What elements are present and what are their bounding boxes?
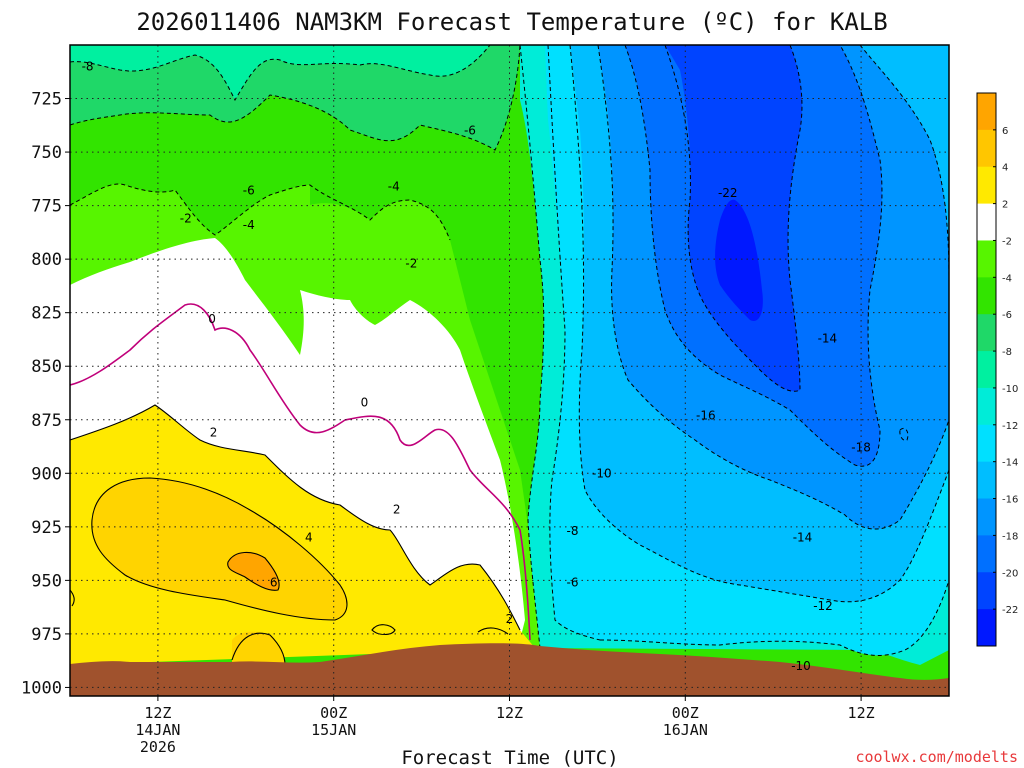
y-tick-label: 800	[31, 250, 62, 270]
colorbar-frame	[976, 92, 997, 647]
band-2-4-patch	[232, 631, 285, 665]
colorbar-label: 6	[1002, 126, 1008, 137]
band-2-4	[91, 478, 347, 620]
colorbar-label: -2	[1002, 236, 1012, 247]
contour-label: -16	[696, 408, 716, 422]
gridlines	[70, 45, 949, 696]
colorbar-swatch	[977, 93, 996, 131]
chart-title: 2026011406 NAM3KM Forecast Temperature (…	[136, 8, 887, 36]
contour-label: 0	[208, 312, 216, 326]
x-tick-label: 12Z	[496, 704, 523, 722]
contour-label: -22	[718, 186, 738, 200]
band-0-2	[70, 405, 535, 665]
y-tick-label: 950	[31, 571, 62, 591]
colorbar-label: -6	[1002, 310, 1012, 321]
credit-text: coolwx.com/modelts	[855, 748, 1018, 766]
colorbar-label: -10	[1002, 384, 1018, 395]
colorbar-label: -12	[1002, 421, 1018, 432]
contour-labels: -8 -6 -6 -4 -2 -4 -2 0 0 2 -22 -14 -16 -18 -10 2 4 -8 -14 6…	[82, 59, 871, 673]
colorbar: 6 4 2 -2 -4 -6 -8 -10 -12 -14 -16 -18 -20 -22	[976, 92, 1018, 647]
x-tick-label: 00Z	[320, 704, 347, 722]
colorbar-label: -14	[1002, 458, 1018, 469]
y-tick-label: 975	[31, 625, 62, 645]
colorbar-swatch	[977, 203, 996, 241]
colorbar-swatch	[977, 314, 996, 352]
contour-label: -12	[813, 599, 833, 613]
dashed-contours	[70, 45, 949, 656]
y-tick-label: 775	[31, 197, 62, 217]
contour-label: -4	[243, 218, 255, 232]
contour-label: 2	[506, 612, 514, 626]
y-tick-label: 850	[31, 357, 62, 377]
band-below-minus22	[715, 199, 763, 321]
x-axis-label: Forecast Time (UTC)	[401, 747, 618, 768]
x-tick-label: 12Z	[144, 704, 171, 722]
colorbar-label: -4	[1002, 273, 1012, 284]
contour-label: -8	[567, 524, 579, 538]
y-tick-label: 1000	[21, 678, 62, 698]
colorbar-swatch	[977, 424, 996, 463]
contour-label: -6	[243, 184, 255, 198]
colorbar-swatch	[977, 461, 996, 500]
x-tick-label: 12Z	[848, 704, 875, 722]
colorbar-label: -20	[1002, 568, 1018, 579]
band-4-6	[227, 552, 280, 591]
colorbar-label: 4	[1002, 163, 1008, 174]
contour-label: -4	[388, 179, 400, 193]
colorbar-label: 2	[1002, 200, 1008, 211]
solid-contours	[70, 404, 521, 666]
contour-label: -10	[592, 466, 612, 480]
colorbar-label: -8	[1002, 347, 1012, 358]
contour-label: -10	[791, 659, 811, 673]
colorbar-labels: 6 4 2 -2 -4 -6 -8 -10 -12 -14 -16 -18 -20 -22	[993, 126, 1018, 616]
colorbar-swatch	[977, 166, 996, 205]
contour-label: -8	[82, 59, 94, 73]
band-minus10-minus8	[70, 45, 490, 100]
colorbar-label: -16	[1002, 495, 1018, 506]
zero-contour	[70, 303, 531, 641]
y-tick-label: 825	[31, 304, 62, 324]
colorbar-swatch	[977, 129, 996, 168]
colorbar-swatch	[977, 277, 996, 315]
y-tick-label: 725	[31, 90, 62, 110]
y-tick-label: 925	[31, 518, 62, 538]
contour-label: -2	[405, 256, 417, 270]
contour-label: 2	[393, 503, 401, 517]
colorbar-swatches	[977, 93, 996, 647]
band-minus8-minus6	[70, 45, 520, 150]
y-tick-label: 900	[31, 464, 62, 484]
x-tick-label: 2026	[140, 738, 176, 756]
colorbar-swatch	[977, 572, 996, 610]
contour-label: 2	[210, 426, 218, 440]
y-tick-label: 750	[31, 143, 62, 163]
colorbar-swatch	[977, 240, 996, 278]
colorbar-swatch	[977, 351, 996, 389]
contour-label: -2	[180, 211, 192, 225]
colorbar-label: -22	[1002, 605, 1018, 616]
colorbar-swatch	[977, 609, 996, 647]
contour-label: 0	[361, 396, 369, 410]
contour-label: -14	[818, 331, 838, 345]
contour-label: 6	[270, 576, 278, 590]
contour-label: -6	[567, 576, 579, 590]
contour-label: 4	[305, 531, 313, 545]
ground-surface	[70, 643, 949, 696]
colorbar-label: -18	[1002, 531, 1018, 542]
colorbar-swatch	[977, 387, 996, 426]
x-tick-label: 00Z	[672, 704, 699, 722]
colorbar-swatch	[977, 535, 996, 573]
x-tick-label: 14JAN	[135, 721, 180, 739]
contour-label: -14	[793, 531, 813, 545]
y-axis: 725 750 775 800 825 850 875 900 925 950 975 1000	[21, 90, 70, 698]
colorbar-swatch	[977, 498, 996, 536]
x-tick-label: 16JAN	[663, 721, 708, 739]
y-tick-label: 875	[31, 411, 62, 431]
x-tick-label: 15JAN	[311, 721, 356, 739]
contour-label: -18	[851, 441, 871, 455]
contour-label: -6	[464, 124, 476, 138]
